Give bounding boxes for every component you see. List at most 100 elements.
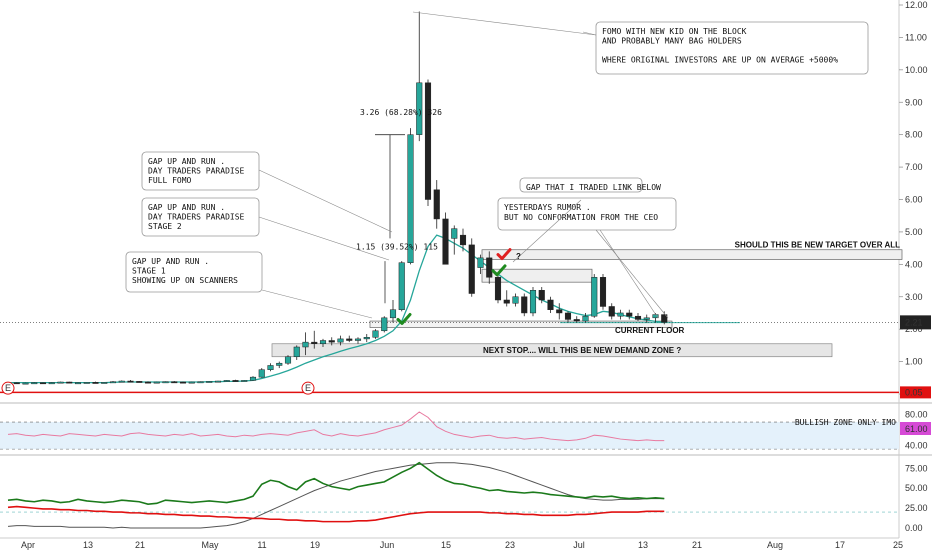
candle-up	[381, 317, 388, 332]
candle-up	[214, 380, 222, 383]
event-marker	[301, 381, 315, 395]
candle-up	[617, 312, 624, 317]
fomo-note-line: FOMO WITH NEW KID ON THE BLOCK	[602, 27, 747, 36]
check-green-icon	[491, 264, 507, 277]
osc-red-line	[7, 505, 665, 523]
candle-down	[608, 306, 615, 317]
candle-up	[529, 290, 537, 314]
candle-down	[564, 312, 572, 320]
candle-down	[503, 299, 510, 304]
current-floor-label: CURRENT FLOOR	[615, 326, 685, 335]
candle-up	[197, 381, 204, 384]
candle-down	[328, 340, 335, 343]
bullish-zone-band	[0, 422, 899, 450]
candle-down	[599, 277, 607, 307]
candle-down	[459, 234, 467, 246]
x-tick-label: 15	[441, 540, 451, 550]
gap-zone	[481, 268, 593, 283]
question-mark-label: ?	[516, 252, 521, 261]
gap-stage1-note	[125, 251, 263, 293]
y-tick-label: 8.00	[905, 130, 923, 140]
candle-up	[223, 380, 230, 382]
candle-up	[363, 337, 370, 340]
rsi-y-tick-label: 80.00	[905, 409, 928, 419]
candle-down	[626, 312, 633, 317]
gap-full-fomo-note-line: GAP UP AND RUN .	[148, 157, 225, 166]
x-tick-label: 13	[638, 540, 648, 550]
target-zone	[481, 249, 903, 260]
callout-line	[599, 229, 659, 319]
osc-gray-line	[7, 462, 665, 529]
fomo-note-line: WHERE ORIGINAL INVESTORS ARE UP ON AVERA…	[602, 56, 838, 65]
candle-down	[442, 218, 449, 265]
gap-traded-note	[519, 177, 643, 193]
rsi-level-label: 61.00	[905, 424, 928, 434]
x-tick-label: 25	[893, 540, 903, 550]
candle-up	[276, 362, 283, 366]
candle-up	[416, 82, 423, 135]
y-tick-label: 10.00	[905, 65, 928, 75]
candle-up	[188, 381, 195, 384]
candle-up	[241, 380, 248, 382]
x-tick-label: 17	[835, 540, 845, 550]
price-panel[interactable]	[4, 11, 668, 385]
measure-bottom-label: 1.15 (39.52%) 115	[356, 243, 438, 252]
oscillator-panel[interactable]: 75.00 50.00 25.00 0.00	[0, 461, 928, 533]
osc-y-tick-label: 0.00	[905, 523, 923, 533]
candle-up	[284, 356, 292, 364]
candle-up	[57, 381, 64, 384]
candle-down	[547, 299, 554, 310]
fomo-note	[595, 21, 869, 75]
candle-up	[354, 338, 362, 341]
gap-traded-note-line: GAP THAT I TRADED LINK BELOW	[526, 183, 661, 192]
candle-up	[74, 382, 82, 385]
annotations: E E 3.26 (68.28%) 326 1.15 (39.52%) 115 FOMO…	[1, 11, 900, 395]
candle-up	[153, 381, 160, 384]
check-red-icon	[496, 248, 512, 261]
candle-down	[136, 381, 143, 383]
gap-stage2-note-line: STAGE 2	[148, 222, 182, 231]
y-tick-label: 9.00	[905, 97, 923, 107]
candle-up	[398, 262, 405, 310]
x-tick-label: May	[201, 540, 219, 550]
candle-down	[661, 314, 668, 323]
candle-up	[372, 330, 379, 338]
candle-up	[22, 382, 29, 385]
candle-down	[433, 189, 440, 220]
bullish-zone-label: BULLISH ZONE ONLY IMO	[795, 418, 896, 427]
candle-down	[171, 381, 178, 384]
candle-up	[101, 382, 108, 384]
candle-down	[468, 244, 475, 294]
candle-down	[494, 277, 502, 301]
candle-up	[302, 341, 309, 348]
gap-stage1-note-line: STAGE 1	[132, 267, 166, 276]
rsi-y-tick-label: 40.00	[905, 440, 928, 450]
gap-stage2-note-line: DAY TRADERS PARADISE	[148, 213, 245, 222]
candle-down	[232, 380, 239, 382]
rumor-note-line: BUT NO CONFORMATION FROM THE CEO	[504, 213, 658, 222]
candle-up	[48, 382, 55, 385]
x-tick-label: 11	[257, 540, 266, 550]
candle-up	[477, 257, 484, 268]
x-tick-label: 21	[692, 540, 702, 550]
osc-y-tick-label: 50.00	[905, 483, 928, 493]
callout-line	[512, 199, 582, 263]
y-tick-label: 6.00	[905, 195, 923, 205]
candle-up	[83, 382, 90, 384]
y-tick-label: 1.00	[905, 357, 923, 367]
baseline-badge	[900, 386, 931, 399]
callout-line	[595, 229, 669, 319]
gap-stage1-note-line: GAP UP AND RUN .	[132, 257, 209, 266]
osc-green-line	[7, 461, 665, 505]
candle-down	[92, 382, 99, 384]
rsi-level-badge	[900, 422, 931, 435]
candle-down	[144, 381, 152, 384]
baseline-label: 0.05	[905, 387, 923, 397]
candle-up	[337, 338, 344, 343]
candle-down	[13, 382, 20, 385]
candle-down	[127, 380, 134, 383]
rsi-panel[interactable]: BULLISH ZONE ONLY IMO 80.00 40.00 61.00	[0, 409, 931, 450]
event-marker-label: E	[305, 383, 311, 393]
osc-y-tick-label: 75.00	[905, 463, 928, 473]
